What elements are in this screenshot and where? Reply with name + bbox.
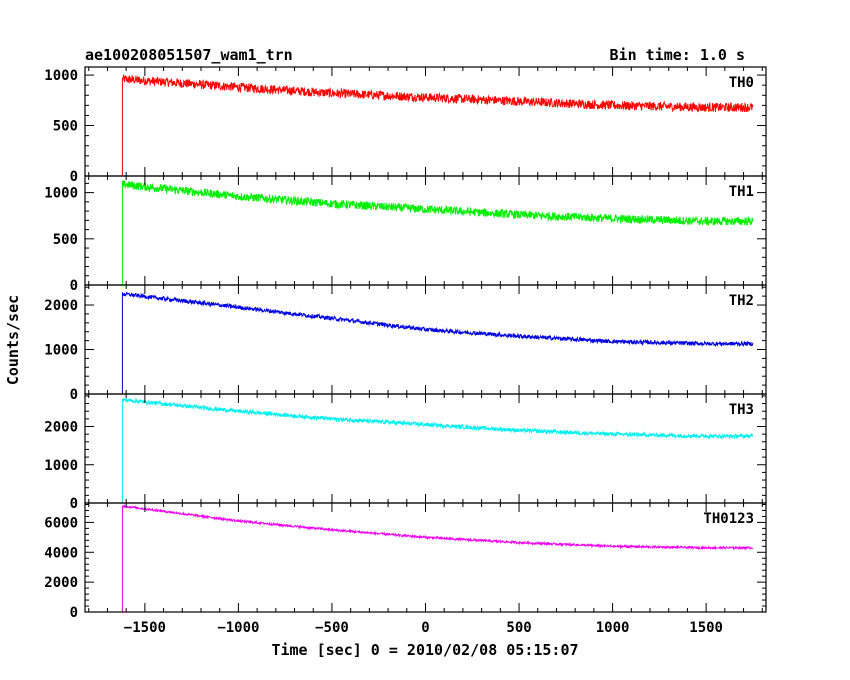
y-tick-label: 1000 bbox=[44, 186, 78, 202]
y-tick-label: 2000 bbox=[44, 298, 78, 314]
x-axis-label: Time [sec] 0 = 2010/02/08 05:15:07 bbox=[271, 641, 578, 659]
series-label-th3: TH3 bbox=[729, 402, 754, 418]
y-tick-label: 6000 bbox=[44, 515, 78, 531]
y-tick-label: 2000 bbox=[44, 575, 78, 591]
x-tick-label: 0 bbox=[421, 620, 429, 636]
y-tick-label: 500 bbox=[53, 119, 78, 135]
y-tick-label: 0 bbox=[70, 605, 78, 621]
y-tick-label: 4000 bbox=[44, 545, 78, 561]
y-tick-label: 0 bbox=[70, 496, 78, 512]
series-line-th1 bbox=[98, 180, 754, 286]
x-tick-label: 1500 bbox=[689, 620, 723, 636]
panel-frame-th0123 bbox=[84, 502, 767, 613]
y-tick-label: 1000 bbox=[44, 68, 78, 84]
x-tick-label: −1000 bbox=[217, 620, 259, 636]
series-line-th0123 bbox=[98, 504, 754, 613]
y-tick-label: 0 bbox=[70, 169, 78, 185]
bin-time-label: Bin time: 1.0 s bbox=[610, 46, 745, 64]
y-tick-label: 1000 bbox=[44, 343, 78, 359]
series-label-th1: TH1 bbox=[729, 184, 754, 200]
y-tick-label: 0 bbox=[70, 278, 78, 294]
panel-frame-th3 bbox=[84, 393, 767, 504]
series-line-th2 bbox=[98, 291, 754, 395]
x-tick-label: −500 bbox=[315, 620, 349, 636]
series-line-th3 bbox=[98, 397, 754, 504]
series-label-th0: TH0 bbox=[729, 75, 754, 91]
y-tick-label: 0 bbox=[70, 387, 78, 403]
y-tick-label: 1000 bbox=[44, 458, 78, 474]
chart-title: ae100208051507_wam1_trn bbox=[85, 46, 293, 64]
series-label-th2: TH2 bbox=[729, 293, 754, 309]
x-tick-label: −1500 bbox=[124, 620, 166, 636]
y-axis-label: Counts/sec bbox=[4, 295, 22, 385]
series-label-th0123: TH0123 bbox=[703, 511, 754, 527]
series-line-th0 bbox=[98, 74, 754, 177]
x-tick-label: 500 bbox=[506, 620, 531, 636]
y-tick-label: 2000 bbox=[44, 420, 78, 436]
y-tick-label: 500 bbox=[53, 232, 78, 248]
x-tick-label: 1000 bbox=[596, 620, 630, 636]
